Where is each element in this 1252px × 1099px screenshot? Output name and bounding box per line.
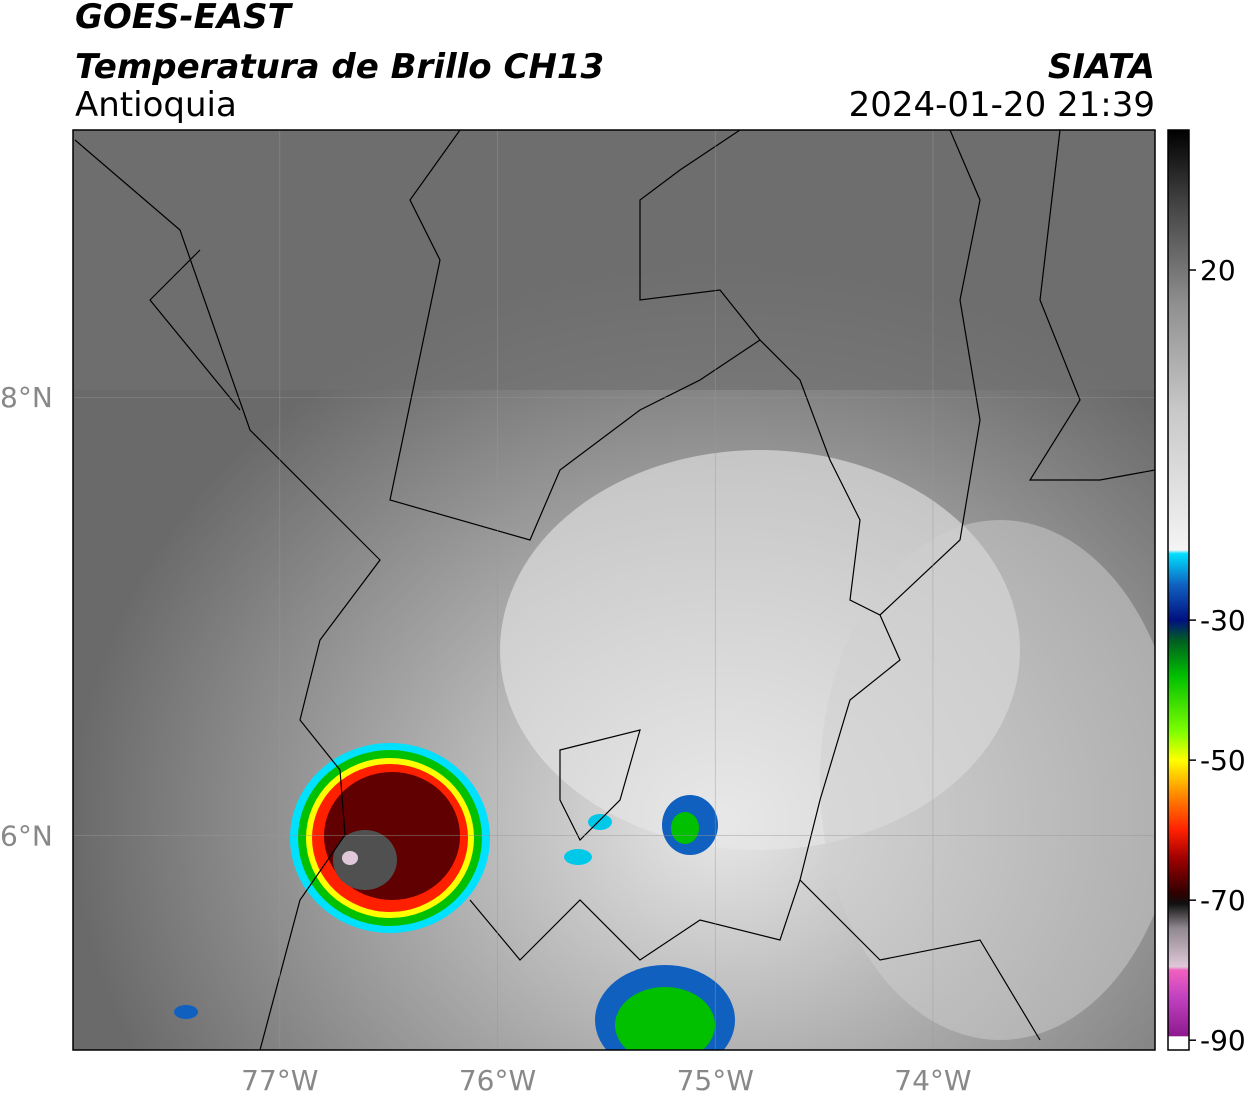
map-image	[73, 130, 1155, 1050]
map-frame	[72, 129, 1156, 1051]
colorbar	[1167, 129, 1190, 1051]
x-tick-label: 74°W	[894, 1064, 971, 1097]
region: Antioquia	[75, 85, 237, 125]
colorbar-tick-label: -30	[1200, 604, 1246, 637]
cold-cloud	[174, 795, 735, 1050]
storm-cell	[290, 743, 490, 933]
colorbar-tick-label: -90	[1200, 1024, 1246, 1057]
y-tick-label: 8°N	[0, 381, 53, 414]
source: SIATA	[1048, 47, 1155, 87]
colorbar-tick-label: -70	[1200, 884, 1246, 917]
y-tick-label: 6°N	[0, 819, 53, 852]
title: GOES-EAST	[75, 0, 294, 37]
timestamp: 2024-01-20 21:39	[849, 85, 1155, 125]
grid	[73, 130, 1155, 1050]
colorbar-tick-label: 20	[1200, 254, 1236, 287]
x-tick-label: 77°W	[241, 1064, 318, 1097]
x-tick-label: 75°W	[677, 1064, 754, 1097]
x-tick-label: 76°W	[459, 1064, 536, 1097]
subtitle: Temperatura de Brillo CH13	[75, 47, 604, 87]
borders	[74, 130, 1155, 1050]
colorbar-tick-label: -50	[1200, 744, 1246, 777]
